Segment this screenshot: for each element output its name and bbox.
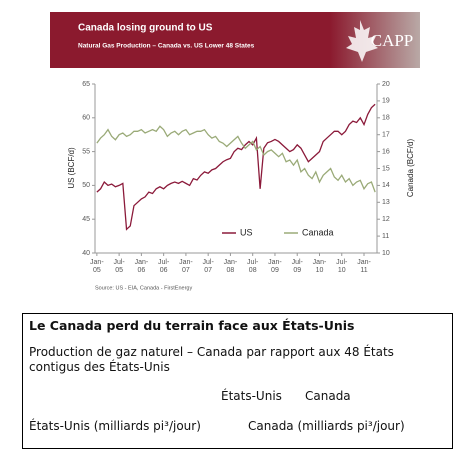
y2-tick-label: 17 (382, 132, 390, 139)
x-tick-label: Jul-10 (336, 259, 348, 274)
y2-tick-label: 20 (382, 81, 390, 88)
y2-tick-label: 18 (382, 115, 390, 122)
fr-legend-canada: Canada (305, 389, 351, 403)
x-tick-label: Jul-09 (292, 259, 304, 274)
y2-tick-label: 12 (382, 216, 390, 223)
x-tick-label: Jan-08 (224, 259, 238, 274)
x-tick-label: Jan-07 (179, 259, 193, 274)
maple-leaf (346, 20, 378, 62)
logo: CAPP (371, 31, 414, 50)
fr-subtitle: Production de gaz naturel – Canada par r… (29, 345, 394, 374)
banner-title: Canada losing ground to US (78, 23, 213, 34)
translation-box: Le Canada perd du terrain face aux États… (22, 313, 453, 449)
chart: CAPP Canada losing ground to US Natural … (50, 12, 420, 291)
y2-tick-label: 14 (382, 182, 390, 189)
x-tick-label: Jan-09 (268, 259, 282, 274)
x-tick-label: Jul-06 (158, 259, 170, 274)
y2-tick-label: 13 (382, 199, 390, 206)
y-tick-label: 55 (82, 148, 90, 155)
y2-tick-label: 10 (382, 250, 390, 257)
fr-title: Le Canada perd du terrain face aux États… (29, 318, 355, 333)
x-tick-label: Jul-05 (113, 259, 125, 274)
source: Source: US - EIA, Canada - FirstEnergy (95, 285, 192, 291)
legend-label: US (240, 227, 253, 237)
y2-axis-title: Canada (BCF/d) (406, 139, 415, 198)
y-axis-title: US (BCF/d) (67, 147, 76, 189)
y2-tick-label: 16 (382, 148, 390, 155)
y2-tick-label: 19 (382, 98, 390, 105)
y2-tick-label: 15 (382, 165, 390, 172)
y-tick-label: 65 (82, 81, 90, 88)
legend-label: Canada (302, 227, 334, 237)
x-tick-label: Jan-05 (90, 259, 104, 274)
x-tick-label: Jan-06 (135, 259, 149, 274)
banner-logo-bg (330, 12, 420, 68)
y-tick-label: 50 (82, 182, 90, 189)
fr-legend-us: États-Unis (221, 389, 282, 403)
y2-tick-label: 11 (382, 233, 389, 240)
y-tick-label: 45 (82, 216, 90, 223)
fr-axis-canada: Canada (milliards pi³/jour) (248, 419, 405, 433)
y-tick-label: 60 (82, 115, 90, 122)
x-tick-label: Jan-10 (313, 259, 327, 274)
x-tick-label: Jan-11 (357, 259, 371, 274)
x-tick-label: Jul-08 (247, 259, 259, 274)
series-line (96, 125, 376, 193)
series-line (96, 103, 376, 231)
fr-axis-us: États-Unis (milliards pi³/jour) (29, 419, 201, 433)
x-tick-label: Jul-07 (203, 259, 215, 274)
banner-subtitle: Natural Gas Production – Canada vs. US L… (78, 43, 255, 50)
y-tick-label: 40 (82, 250, 90, 257)
